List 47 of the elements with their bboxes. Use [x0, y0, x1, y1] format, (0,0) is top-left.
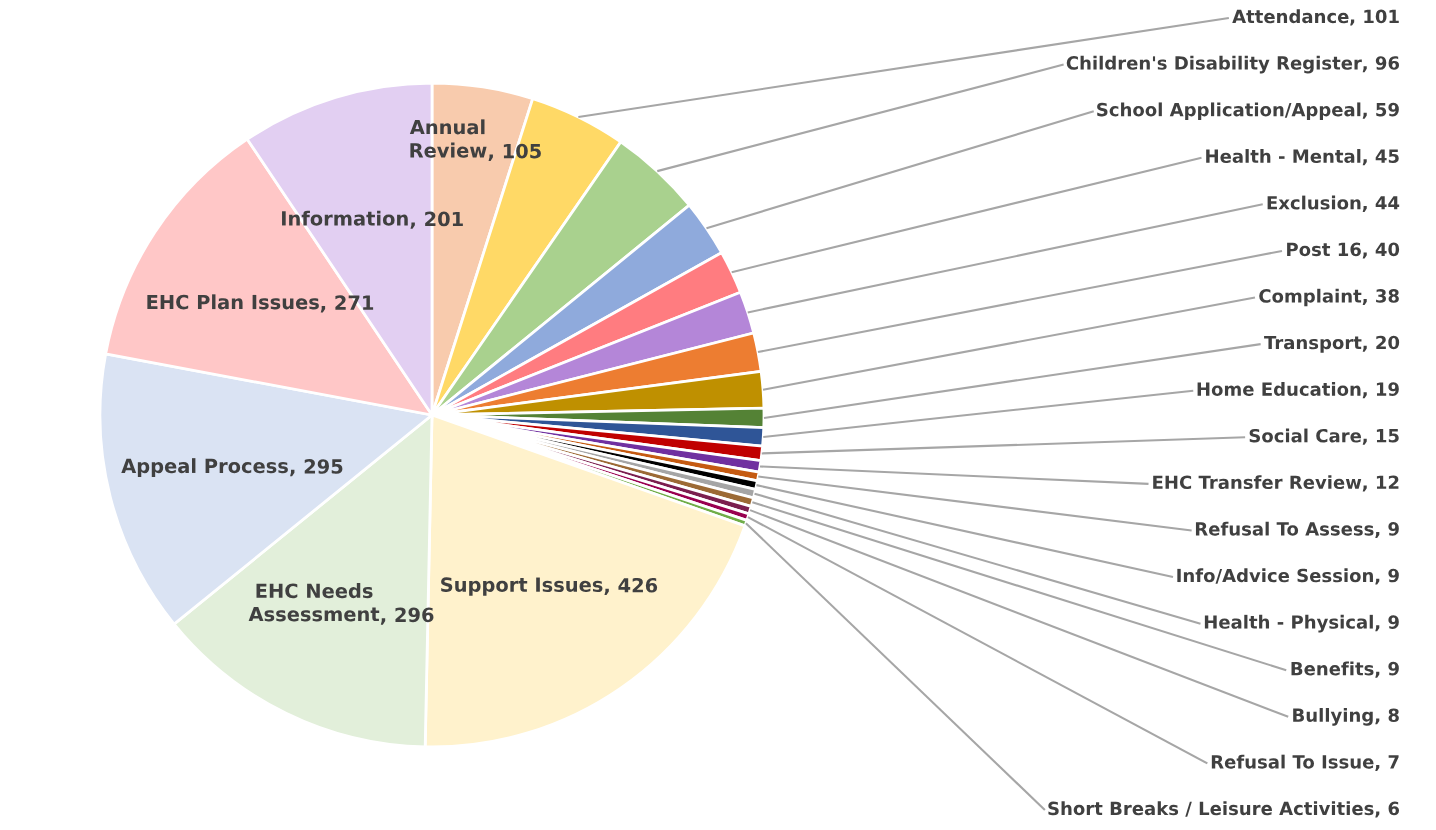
slice-label: Health - Mental	[1206, 149, 1361, 163]
data-label: , 271	[320, 295, 374, 313]
slice-label: Health - Physical	[1204, 614, 1373, 633]
slice-label: Social Care	[1249, 428, 1361, 443]
data-label: , 45	[1362, 149, 1399, 166]
slice-label: Home Education	[1197, 381, 1361, 396]
slice-label: Appeal Process	[121, 458, 288, 477]
slice-label: Benefits	[1291, 661, 1374, 676]
data-label: , 19	[1362, 382, 1399, 399]
slice-label: Attendance	[1232, 9, 1349, 24]
slice-label: Children's Disability Register	[1066, 55, 1362, 74]
slice-label: Information	[282, 210, 408, 226]
slice-label: Complaint	[1259, 288, 1362, 307]
data-label: , 44	[1362, 196, 1400, 212]
slice-label: Refusal To Issue	[1211, 754, 1374, 769]
data-label: , 295	[290, 459, 343, 477]
slice-label: Short Breaks / Leisure Activities	[1048, 801, 1374, 817]
data-label: , 201	[410, 211, 463, 229]
data-label: , 15	[1362, 429, 1399, 445]
data-label: , 38	[1362, 289, 1399, 306]
data-label: , 9	[1375, 522, 1399, 539]
data-label: , 101	[1350, 9, 1399, 26]
data-label: , 12	[1362, 475, 1399, 492]
data-label: , 9	[1375, 615, 1399, 632]
slice-label: Annual Review	[409, 119, 487, 158]
data-label: , 96	[1362, 56, 1400, 73]
slice-label: Exclusion	[1267, 195, 1361, 210]
slice-label: EHC Transfer Review	[1153, 475, 1362, 490]
data-label: , 20	[1362, 335, 1400, 352]
data-label: , 8	[1375, 708, 1399, 725]
data-label: , 426	[604, 577, 658, 596]
slice-label: EHC Needs Assessment	[248, 583, 380, 622]
slice-label: EHC Plan Issues	[147, 294, 319, 310]
data-label: , 59	[1362, 102, 1399, 119]
data-label: , 9	[1375, 568, 1399, 585]
slice-label: Refusal To Assess	[1195, 521, 1374, 536]
slice-label: Support Issues	[441, 577, 603, 596]
data-label: , 9	[1375, 661, 1399, 678]
slice-label: Transport	[1264, 335, 1362, 353]
slice-label: Post 16	[1287, 242, 1361, 257]
data-label: , 40	[1362, 242, 1400, 259]
slice-label: Bullying	[1293, 708, 1373, 726]
slice-label: School Application/Appeal	[1097, 102, 1361, 120]
data-label: , 6	[1375, 801, 1400, 818]
data-label: , 296	[380, 607, 434, 625]
data-label: , 7	[1375, 755, 1399, 771]
slice-label: Info/Advice Session	[1177, 568, 1373, 584]
